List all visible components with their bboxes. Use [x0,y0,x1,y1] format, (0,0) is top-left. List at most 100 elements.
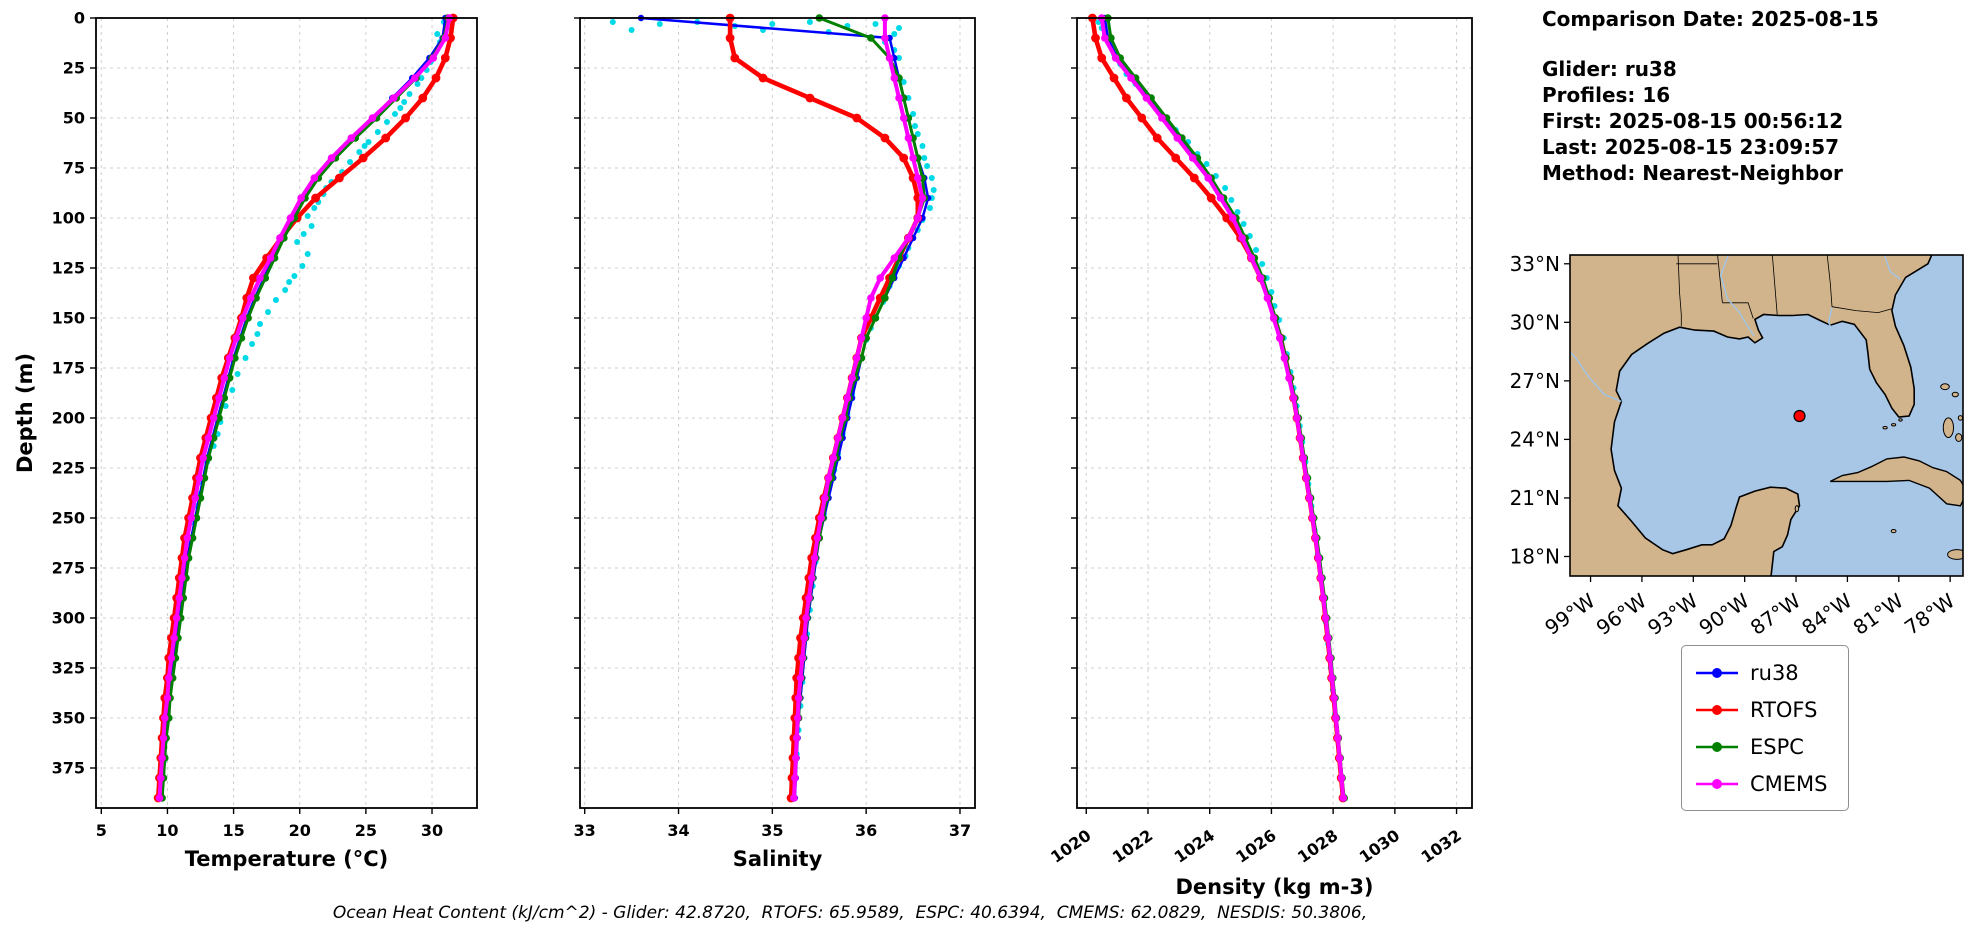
salinity-plot: 33 34 35 36 37 Salinity [574,13,976,871]
island [1890,529,1897,534]
info-panel-gap [1542,32,1879,56]
legend-label: RTOFS [1750,697,1818,722]
x-axis-label: Temperature (°C) [185,847,388,871]
tick-labels: 1020 1022 1024 1026 1028 1030 1032 [1047,826,1465,867]
state-border [1831,306,1893,314]
tick-marks [90,17,433,814]
lon-tick-label: 78°W [1900,588,1959,639]
state-border [1717,255,1723,303]
legend-label: CMEMS [1750,771,1828,796]
y-tick-label: 300 [52,609,85,628]
x-tick-label: 1020 [1047,826,1094,867]
state-border [1771,255,1778,315]
lat-tick-label: 33°N [1510,252,1560,276]
lon-tick-label: 99°W [1540,588,1599,639]
series-rtofs [153,13,458,803]
island [1794,505,1800,513]
river [1719,255,1755,337]
series-line [727,18,921,799]
series-line [157,17,452,799]
y-axis-label: Depth (m) [13,353,37,473]
glider-raw-scatter [157,19,450,799]
river [1827,307,1833,327]
density-plot: 1020 1022 1024 1026 1028 1030 1032 Density (kg … [1047,13,1473,899]
x-tick-label: 1024 [1171,826,1218,867]
grid-lines [1077,17,1472,808]
x-axis-label: Salinity [733,847,823,871]
series-markers [1101,14,1348,802]
glider-raw-scatter [1095,19,1347,799]
legend-box: ru38 RTOFS ESPC CMEMS [1681,645,1849,811]
series-cmems [155,14,454,802]
series-markers [637,14,932,802]
island [1942,417,1955,439]
series-rtofs [1088,13,1348,803]
lat-tick-label: 27°N [1510,369,1560,393]
series-ru38 [158,14,449,802]
x-axis-label: Density (kg m-3) [1175,875,1373,899]
lon-tick-label: 96°W [1592,588,1651,639]
x-tick-label: 1026 [1232,826,1279,867]
series-line [1099,17,1346,799]
y-tick-label: 250 [52,509,85,528]
lat-tick-label: 30°N [1510,310,1560,334]
x-tick-label: 30 [421,821,443,840]
y-tick-label: 125 [52,259,85,278]
series-markers [158,14,449,802]
comparison-date-text: Comparison Date: 2025-08-15 [1542,7,1879,31]
x-tick-label: 37 [949,821,971,840]
island [1891,423,1897,427]
lon-tick-label: 81°W [1849,588,1908,639]
legend-entry-rtofs: RTOFS [1694,691,1828,728]
glider-name-text: Glider: ru38 [1542,57,1677,81]
series-cmems [1097,14,1348,802]
temperature-plot: 5 10 15 20 25 3002550751001251501752002252502… [13,9,478,871]
series-line [1090,17,1346,799]
series-line [791,18,925,799]
lon-tick-label: 93°W [1643,588,1702,639]
y-tick-label: 325 [52,659,85,678]
grid-lines [580,17,975,808]
legend-entry-espc: ESPC [1694,728,1828,765]
y-tick-label: 225 [52,459,85,478]
y-tick-label: 275 [52,559,85,578]
map-frame [1569,254,1964,577]
legend-entry-cmems: CMEMS [1694,765,1828,802]
x-tick-label: 34 [667,821,689,840]
island [1898,418,1903,422]
grid-lines [96,17,477,808]
axes-frame [1076,17,1473,809]
legend-marker-icon [1696,667,1738,678]
legend-marker-icon [1696,704,1738,715]
last-profile-text: Last: 2025-08-15 23:09:57 [1542,135,1840,159]
lon-tick-label: 90°W [1695,588,1754,639]
series-espc [1104,14,1348,802]
x-tick-label: 36 [855,821,877,840]
tick-marks [1071,17,1458,814]
x-tick-label: 25 [355,821,377,840]
x-tick-label: 10 [156,821,178,840]
state-border [1677,255,1682,327]
y-tick-label: 25 [63,59,85,78]
axes-frame [579,17,976,809]
glider-location-marker [1793,409,1806,423]
island [1957,415,1963,421]
series-ru38 [1101,14,1348,802]
series-markers [1088,13,1348,803]
x-tick-label: 15 [222,821,244,840]
river [1570,350,1622,403]
x-tick-label: 1030 [1356,826,1403,867]
y-tick-label: 150 [52,309,85,328]
y-tick-label: 50 [63,109,85,128]
tick-labels: 33 34 35 36 37 [574,821,972,840]
y-tick-label: 0 [74,9,85,28]
series-rtofs [725,13,923,803]
first-profile-text: First: 2025-08-15 00:56:12 [1542,109,1844,133]
island [1955,433,1963,442]
profiles-count-text: Profiles: 16 [1542,83,1671,107]
x-tick-label: 1028 [1294,826,1341,867]
island [1951,391,1959,398]
series-markers [153,13,458,803]
x-tick-label: 1022 [1109,826,1156,867]
